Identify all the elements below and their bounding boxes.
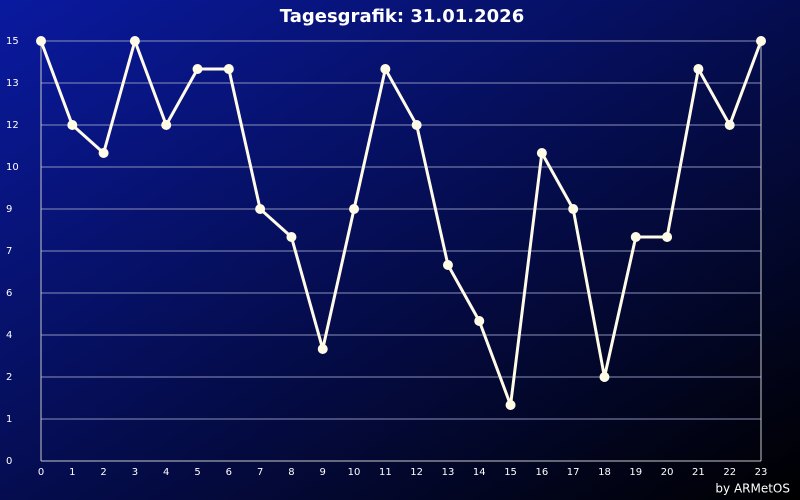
data-point	[662, 232, 673, 242]
y-tick-label: 9	[6, 204, 12, 215]
x-tick-label: 2	[100, 467, 106, 478]
y-tick-label: 2	[6, 372, 12, 383]
data-point	[36, 36, 46, 46]
data-point	[129, 36, 140, 46]
y-tick-label: 13	[6, 78, 19, 89]
y-tick-label: 1	[6, 414, 12, 425]
x-tick-label: 1	[69, 467, 75, 478]
x-tick-label: 11	[379, 467, 392, 478]
x-tick-label: 15	[504, 467, 517, 478]
data-point	[505, 400, 516, 410]
data-point	[349, 204, 360, 214]
x-tick-label: 3	[132, 467, 138, 478]
x-tick-label: 12	[410, 467, 423, 478]
y-tick-label: 4	[6, 330, 12, 341]
x-tick-label: 21	[692, 467, 705, 478]
data-point	[724, 120, 735, 130]
x-tick-label: 16	[536, 467, 549, 478]
x-tick-label: 18	[598, 467, 611, 478]
data-point	[474, 316, 485, 326]
x-tick-label: 17	[567, 467, 580, 478]
data-point	[599, 372, 610, 382]
data-point	[286, 232, 297, 242]
x-tick-label: 14	[473, 467, 486, 478]
x-tick-label: 8	[288, 467, 294, 478]
x-tick-label: 22	[723, 467, 736, 478]
x-tick-label: 7	[257, 467, 263, 478]
data-point	[192, 64, 203, 74]
x-tick-label: 6	[226, 467, 232, 478]
y-tick-label: 7	[6, 246, 12, 257]
data-point	[442, 260, 453, 270]
data-point	[161, 120, 172, 130]
data-point	[223, 64, 234, 74]
x-tick-label: 19	[629, 467, 642, 478]
data-point	[411, 120, 422, 130]
footer: by ARMetOS	[715, 482, 790, 496]
chart-title: Tagesgrafik: 31.01.2026	[280, 6, 524, 27]
data-point	[536, 148, 547, 158]
data-point	[693, 64, 704, 74]
y-tick-label: 15	[6, 36, 19, 47]
y-tick-label: 6	[6, 288, 12, 299]
data-point	[756, 36, 766, 46]
data-point	[255, 204, 266, 214]
x-tick-label: 10	[348, 467, 361, 478]
x-tick-label: 20	[661, 467, 674, 478]
data-point	[568, 204, 579, 214]
data-point	[98, 148, 109, 158]
x-tick-label: 13	[442, 467, 455, 478]
y-tick-label: 0	[6, 456, 12, 467]
x-tick-label: 5	[194, 467, 200, 478]
data-point	[67, 120, 78, 130]
y-tick-label: 10	[6, 162, 19, 173]
x-tick-label: 9	[320, 467, 326, 478]
data-point	[630, 232, 641, 242]
x-tick-label: 4	[163, 467, 169, 478]
data-point	[380, 64, 391, 74]
x-tick-label: 23	[755, 467, 768, 478]
x-tick-label: 0	[38, 467, 44, 478]
y-tick-label: 12	[6, 120, 19, 131]
data-point	[317, 344, 328, 354]
data-line	[39, 36, 763, 406]
